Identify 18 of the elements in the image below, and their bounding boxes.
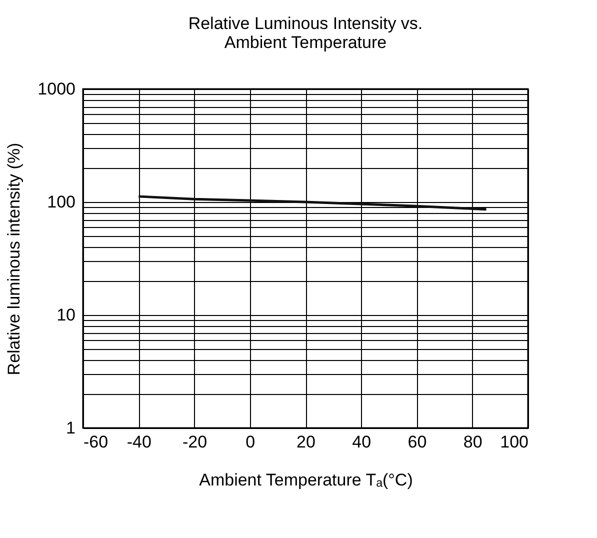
x-tick-label: 100 [500,432,528,452]
x-tick-label: 40 [352,432,372,452]
x-tick-label: 80 [463,432,482,452]
text: Ambient Temperature [224,33,387,52]
y-axis-title: Relative luminous intensity (%) [4,142,24,376]
x-tick-label: -60 [84,432,108,452]
y-tick-label: 100 [47,192,76,212]
x-tick-label: -40 [126,432,152,452]
y-tick-label: 10 [56,306,76,324]
y-tick-label: 1000 [38,80,76,98]
x-tick-label: 60 [408,432,427,452]
x-tick-label: 0 [246,432,256,452]
y-tick-label: 1 [66,418,76,438]
text: Relative Luminous Intensity vs. [188,14,423,33]
x-tick-label: -20 [182,432,208,452]
x-axis-title: Ambient Temperature Tₐ(°C) [199,470,413,490]
line-series [137,195,488,211]
x-tick-label: 20 [296,432,316,452]
